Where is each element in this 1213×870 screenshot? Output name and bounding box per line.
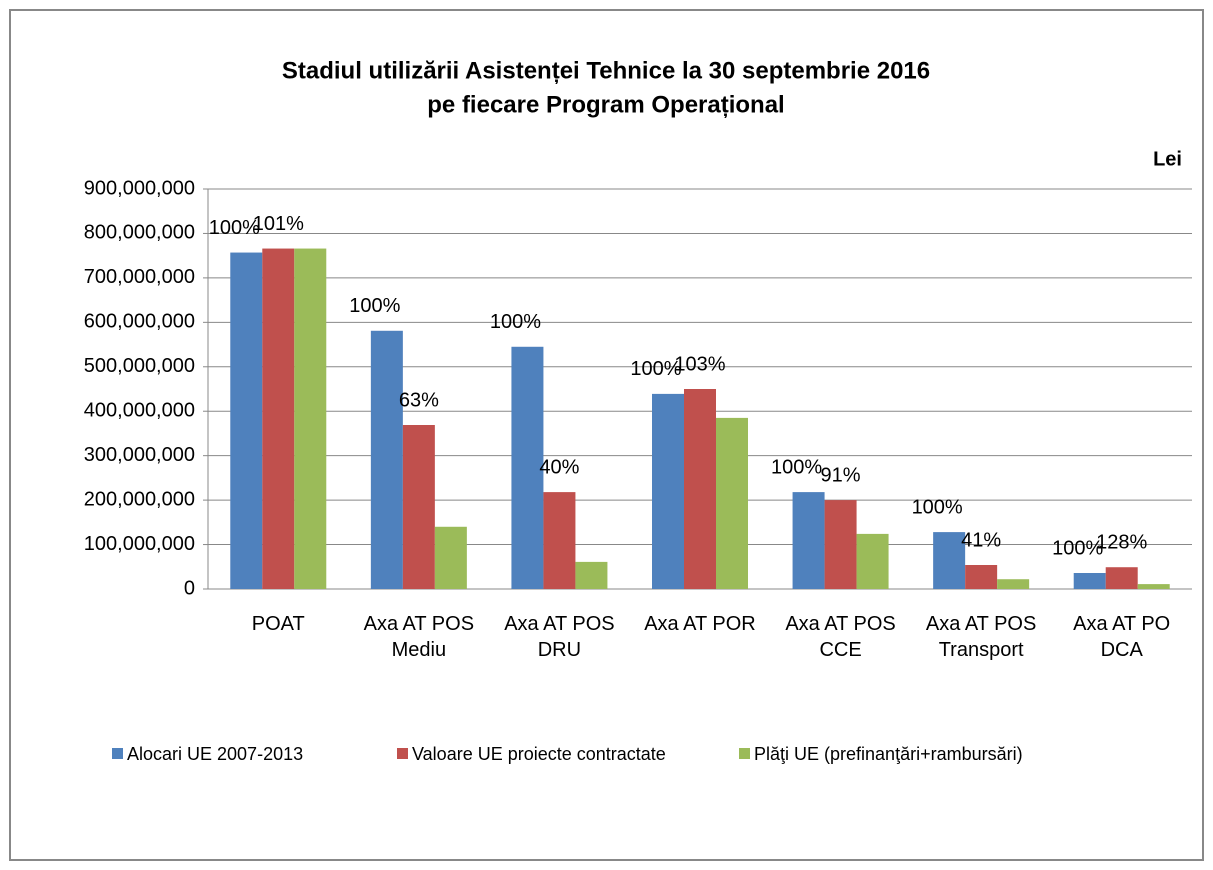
bar (402, 425, 435, 589)
chart-title: pe fiecare Program Operațional (427, 91, 784, 118)
bar (933, 532, 966, 589)
data-label: 100% (209, 217, 260, 239)
y-tick-label: 700,000,000 (84, 266, 195, 288)
chart-title: Stadiul utilizării Asistenței Tehnice la… (282, 57, 930, 84)
x-tick-label: POAT (251, 613, 305, 635)
y-tick-label: 100,000,000 (84, 533, 195, 555)
y-tick-label: 400,000,000 (84, 400, 195, 422)
data-label: 100% (1052, 537, 1103, 559)
bar (230, 252, 263, 590)
x-tick-label: Axa AT POS Transport (925, 613, 1037, 661)
bar (824, 500, 857, 589)
bar (965, 565, 998, 589)
legend-swatch (739, 748, 750, 759)
bar (997, 579, 1030, 589)
bar (792, 492, 825, 589)
y-tick-label: 900,000,000 (84, 177, 195, 199)
data-label: 128% (1096, 532, 1147, 554)
bar (1137, 584, 1170, 589)
data-label: 101% (253, 213, 304, 235)
legend-swatch (397, 748, 408, 759)
legend-swatch (112, 748, 123, 759)
x-tick-label: Axa AT POS Mediu (363, 613, 475, 661)
bar (716, 417, 748, 589)
legend-label: Alocari UE 2007-2013 (127, 744, 303, 764)
bar (294, 248, 327, 590)
data-label: 41% (961, 529, 1001, 551)
y-tick-label: 300,000,000 (84, 444, 195, 466)
y-tick-label: 200,000,000 (84, 488, 195, 510)
data-label: 100% (771, 456, 822, 478)
y-tick-label: 0 (184, 577, 195, 599)
legend-label: Plăţi UE (prefinanţări+rambursări) (754, 744, 1023, 764)
bar (1073, 573, 1106, 589)
y-tick-label: 600,000,000 (84, 311, 195, 333)
y-tick-label: 800,000,000 (84, 222, 195, 244)
x-tick-label: Axa AT PO DCA (1073, 613, 1171, 661)
bar (652, 393, 684, 589)
data-label: 103% (674, 353, 725, 375)
data-label: 91% (821, 464, 861, 486)
x-tick-label: Axa AT POS CCE (785, 613, 896, 661)
data-label: 100% (490, 311, 541, 333)
x-tick-label: Axa AT POR (644, 613, 756, 635)
bar (370, 330, 403, 589)
data-label: 100% (349, 295, 400, 317)
bar (434, 526, 467, 589)
bar (856, 533, 889, 589)
bar (262, 248, 295, 590)
data-label: 100% (912, 496, 963, 518)
data-label: 40% (539, 456, 579, 478)
data-label: 63% (399, 389, 439, 411)
legend-label: Valoare UE proiecte contractate (412, 744, 666, 764)
y-tick-label: 500,000,000 (84, 355, 195, 377)
data-label: 100% (630, 358, 681, 380)
x-tick-label: Axa AT POS DRU (504, 613, 615, 661)
bar (684, 389, 716, 589)
unit-label: Lei (1153, 148, 1182, 170)
bar (511, 346, 544, 589)
bar (543, 492, 576, 589)
bar (1105, 567, 1138, 589)
bar (575, 561, 608, 589)
chart-border (9, 9, 1204, 861)
